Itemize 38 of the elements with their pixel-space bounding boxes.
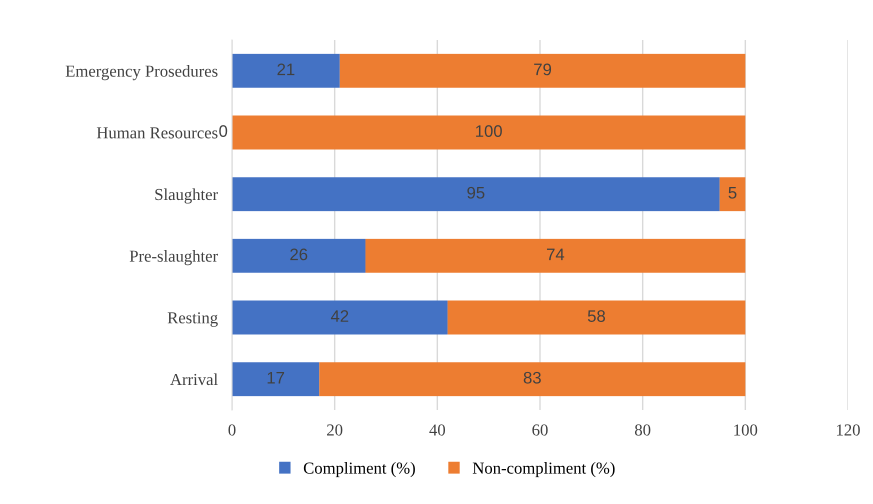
y-tick-label: Pre-slaughter xyxy=(130,250,218,266)
data-label: 58 xyxy=(588,310,606,322)
data-label: 5 xyxy=(728,187,736,199)
y-tick-label: Resting xyxy=(168,312,218,327)
data-label: 42 xyxy=(330,310,348,322)
legend-label: Non-compliment (%) xyxy=(472,462,615,478)
x-tick-label: 60 xyxy=(532,424,548,436)
bar xyxy=(340,54,746,88)
bar xyxy=(232,300,448,334)
x-tick-label: 40 xyxy=(429,424,446,436)
data-label: 100 xyxy=(476,125,502,137)
data-label: 79 xyxy=(534,64,552,76)
x-tick-label: 0 xyxy=(228,424,236,436)
legend-label: Compliment (%) xyxy=(304,462,415,478)
bar xyxy=(232,54,340,88)
data-label: 95 xyxy=(467,186,484,199)
data-label: 83 xyxy=(524,372,541,384)
y-tick-label: Slaughter xyxy=(155,188,218,204)
y-tick-label: Emergency Prosedures xyxy=(66,65,218,80)
x-tick-label: 120 xyxy=(836,424,860,436)
data-label: 21 xyxy=(277,64,294,76)
bar xyxy=(232,238,366,273)
bar xyxy=(319,362,746,396)
data-label: 17 xyxy=(268,372,284,384)
bar xyxy=(232,116,746,150)
y-tick-label: Arrival xyxy=(170,373,218,386)
bar xyxy=(365,238,746,273)
bar xyxy=(232,177,720,212)
bar xyxy=(720,177,746,212)
y-tick-label: Human Resources xyxy=(96,127,218,138)
bar xyxy=(232,362,320,396)
x-tick-label: 80 xyxy=(634,424,650,436)
x-tick-label: 100 xyxy=(734,424,758,436)
x-tick-label: 20 xyxy=(327,424,342,436)
annotation: 0 xyxy=(219,125,228,137)
data-label: 74 xyxy=(546,248,564,260)
bar xyxy=(448,300,746,334)
data-label: 26 xyxy=(290,248,308,260)
